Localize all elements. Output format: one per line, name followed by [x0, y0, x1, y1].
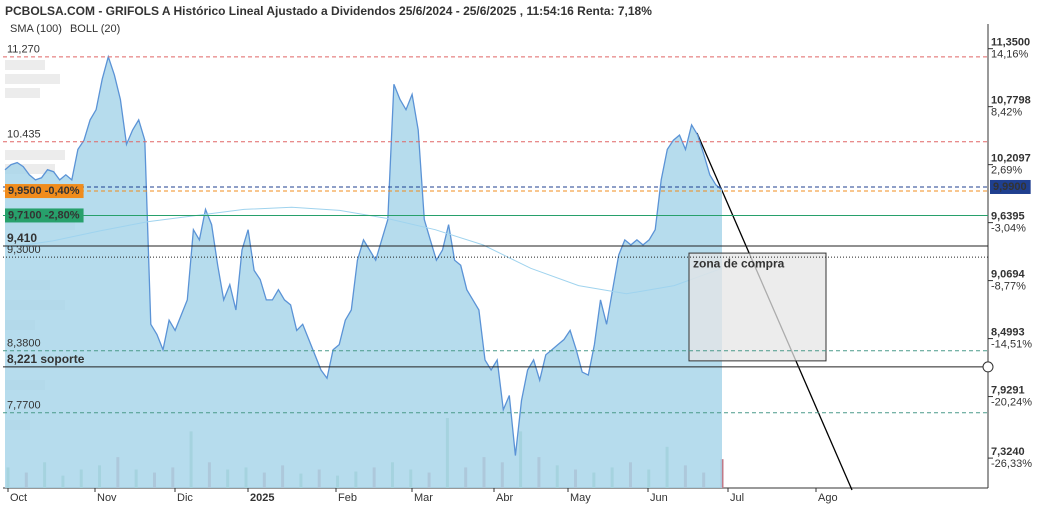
y-tick-change: 14,16%	[991, 49, 1029, 61]
level-box-bg	[5, 184, 84, 199]
buy-zone	[688, 252, 827, 362]
y-tick-label: 10,7798	[991, 95, 1031, 107]
level-label: 9,3000	[7, 244, 41, 256]
y-tick-change: -8,77%	[991, 281, 1026, 293]
level-label: 9,7100 -2,80%	[8, 209, 80, 221]
legend-item: SMA (100)	[10, 23, 62, 35]
x-tick-label: Feb	[338, 492, 357, 504]
y-tick-label: 11,3500	[991, 37, 1030, 49]
y-tick-label: 10,2097	[991, 153, 1031, 165]
level-label: 8,3800	[7, 338, 41, 350]
x-tick-label: May	[570, 492, 591, 504]
sma-line	[4, 206, 723, 295]
level-box-bg	[5, 208, 84, 223]
level-box-bg	[990, 179, 1031, 194]
x-tick-label: Ago	[818, 492, 838, 504]
level-label: 7,7700	[7, 400, 41, 412]
y-tick-label: 7,3240	[991, 446, 1025, 458]
x-tick-label: Abr	[496, 492, 513, 504]
x-tick-label: Nov	[97, 492, 117, 504]
level-label: 11,270	[7, 44, 40, 56]
price-area	[5, 56, 722, 489]
level-label: 8,221 soporte	[7, 352, 85, 366]
level-box: 9,9500 -0,40%	[5, 184, 84, 199]
y-tick-change: 8,42%	[991, 107, 1022, 119]
x-tick-label: 2025	[250, 492, 274, 504]
level-box: 9,9900	[990, 179, 1031, 194]
legend-item: BOLL (20)	[70, 23, 120, 35]
chart-title: PCBOLSA.COM - GRIFOLS A Histórico Lineal…	[5, 4, 652, 18]
x-tick-label: Jun	[650, 492, 668, 504]
y-tick-label: 8,4993	[991, 326, 1025, 338]
level-label: 9,9500 -0,40%	[8, 185, 80, 197]
level-label: 9,9900	[993, 181, 1027, 193]
y-tick-change: -3,04%	[991, 223, 1026, 235]
y-tick-change: -20,24%	[991, 396, 1032, 408]
x-tick-label: Mar	[414, 492, 433, 504]
y-tick-change: 2,69%	[991, 165, 1022, 177]
x-tick-label: Dic	[177, 492, 193, 504]
y-tick-label: 9,6395	[991, 211, 1025, 223]
level-label: 9,410	[7, 231, 37, 245]
level-label: 10.435	[7, 129, 41, 141]
x-tick-label: Oct	[10, 492, 27, 504]
x-tick-label: Jul	[730, 492, 744, 504]
buy-zone-label: zona de compra	[693, 256, 785, 270]
y-tick-change: -14,51%	[991, 338, 1032, 350]
price-line	[4, 54, 723, 456]
y-tick-change: -26,33%	[991, 458, 1032, 470]
level-handle	[982, 361, 994, 373]
level-box: 9,7100 -2,80%	[5, 208, 84, 223]
y-tick-label: 9,0694	[991, 269, 1026, 281]
y-tick-label: 7,9291	[991, 384, 1025, 396]
